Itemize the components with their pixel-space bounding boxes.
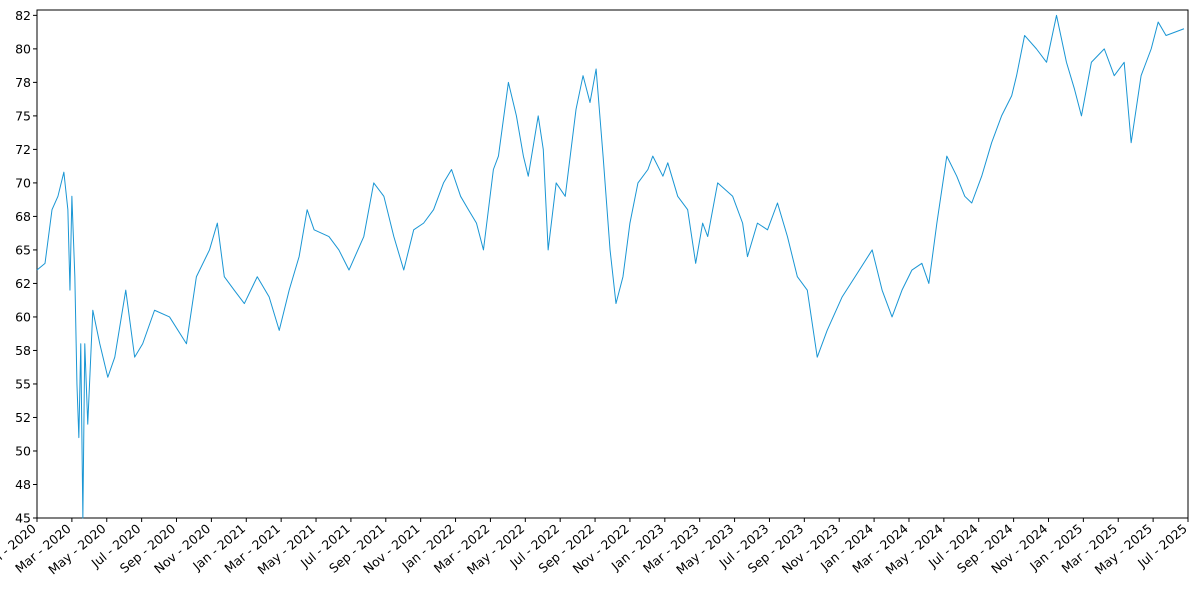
y-tick-label: 65 xyxy=(15,242,31,257)
y-tick-label: 70 xyxy=(15,175,31,190)
y-tick-label: 45 xyxy=(15,511,31,526)
y-tick-label: 72 xyxy=(15,142,31,157)
y-tick-label: 52 xyxy=(15,410,31,425)
y-tick-label: 48 xyxy=(15,477,31,492)
y-tick-label: 58 xyxy=(15,343,31,358)
y-tick-label: 55 xyxy=(15,376,31,391)
y-tick-label: 68 xyxy=(15,209,31,224)
y-tick-label: 50 xyxy=(15,443,31,458)
y-tick-label: 75 xyxy=(15,108,31,123)
plot-frame xyxy=(36,9,1189,519)
price-line xyxy=(36,14,1185,519)
y-tick-label: 60 xyxy=(15,309,31,324)
y-tick-label: 62 xyxy=(15,276,31,291)
y-tick-label: 82 xyxy=(15,8,31,23)
y-tick-label: 80 xyxy=(15,41,31,56)
y-tick-label: 78 xyxy=(15,75,31,90)
